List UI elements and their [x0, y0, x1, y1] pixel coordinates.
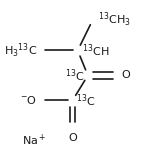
- Text: $^{13}$C: $^{13}$C: [76, 92, 96, 109]
- Text: $^{13}$C: $^{13}$C: [65, 67, 84, 84]
- Text: H$_3$$^{13}$C: H$_3$$^{13}$C: [4, 41, 37, 60]
- Text: $^{-}$O: $^{-}$O: [20, 94, 37, 106]
- Text: $^{13}$CH$_3$: $^{13}$CH$_3$: [98, 10, 131, 29]
- Text: O: O: [68, 133, 77, 143]
- Text: $^{13}$CH: $^{13}$CH: [82, 42, 109, 59]
- Text: O: O: [121, 70, 130, 80]
- Text: Na$^+$: Na$^+$: [22, 133, 46, 148]
